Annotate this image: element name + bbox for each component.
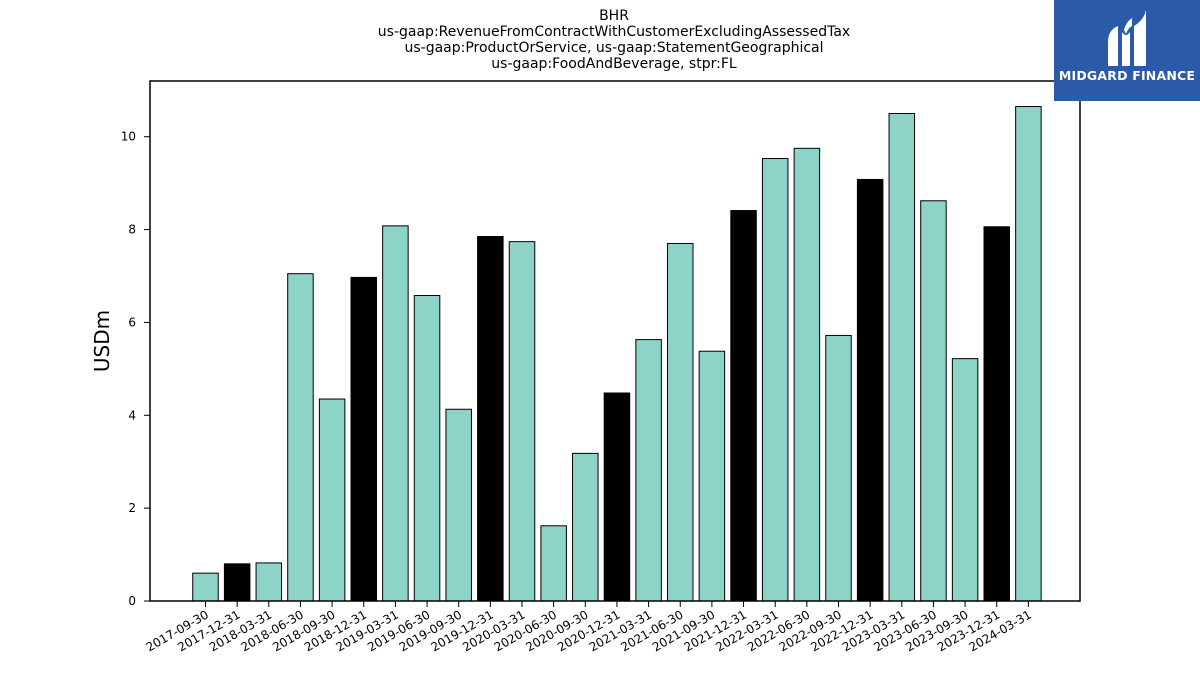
bar-2023-09-30 <box>951 358 979 602</box>
bar-2019-06-30 <box>413 295 441 602</box>
midgard-logo-icon <box>1108 10 1146 66</box>
bar-2020-03-31 <box>508 241 536 602</box>
logo-text: MIDGARD FINANCE <box>1058 68 1196 83</box>
y-tick-label: 0 <box>128 594 136 608</box>
bar-2023-06-30 <box>920 200 947 602</box>
bar-2018-06-30 <box>287 273 314 602</box>
plot-frame <box>149 80 1081 602</box>
bar-2019-09-30 <box>445 408 472 602</box>
bar-2022-12-31 <box>856 178 884 602</box>
chart-title-line: us-gaap:FoodAndBeverage, stpr:FL <box>491 56 737 72</box>
y-axis: 0 2 4 6 8 10 <box>121 130 150 608</box>
chart-title: BHRus-gaap:RevenueFromContractWithCustom… <box>378 8 850 72</box>
bar-2018-12-31 <box>350 276 377 602</box>
bar-2022-03-31 <box>761 158 789 602</box>
bar-2021-09-30 <box>698 350 726 602</box>
bar-2020-06-30 <box>540 525 567 602</box>
chart-title-line: us-gaap:ProductOrService, us-gaap:Statem… <box>404 40 823 56</box>
bar-2023-03-31 <box>888 113 916 602</box>
bar-2017-09-30 <box>192 572 219 602</box>
bar-2021-03-31 <box>635 339 662 602</box>
bar-2018-03-31 <box>255 562 283 602</box>
y-tick-label: 10 <box>121 130 136 144</box>
chart-title-line: us-gaap:RevenueFromContractWithCustomerE… <box>378 24 850 40</box>
bar-2023-12-31 <box>983 226 1010 602</box>
y-axis-label: USDm <box>90 310 114 372</box>
bar-2024-03-31 <box>1015 106 1042 602</box>
bar-2021-12-31 <box>730 210 757 602</box>
y-tick-label: 8 <box>128 223 136 237</box>
bars <box>192 106 1042 602</box>
x-axis: 2017-09-302017-12-312018-03-312018-06-30… <box>144 601 1034 654</box>
y-tick-label: 6 <box>128 315 136 329</box>
y-tick-label: 4 <box>128 408 136 422</box>
y-tick-label: 2 <box>128 501 136 515</box>
bar-2017-12-31 <box>223 563 251 602</box>
bar-2019-12-31 <box>477 236 504 602</box>
bar-2020-12-31 <box>603 392 631 602</box>
midgard-finance-logo: MIDGARD FINANCE <box>1054 0 1200 101</box>
chart-title-line: BHR <box>599 8 629 24</box>
bar-2022-09-30 <box>825 334 852 602</box>
bar-2019-03-31 <box>382 225 409 602</box>
bar-2022-06-30 <box>793 147 821 602</box>
bar-2020-09-30 <box>572 452 599 602</box>
bar-2018-09-30 <box>318 398 346 602</box>
bar-2021-06-30 <box>667 243 694 602</box>
